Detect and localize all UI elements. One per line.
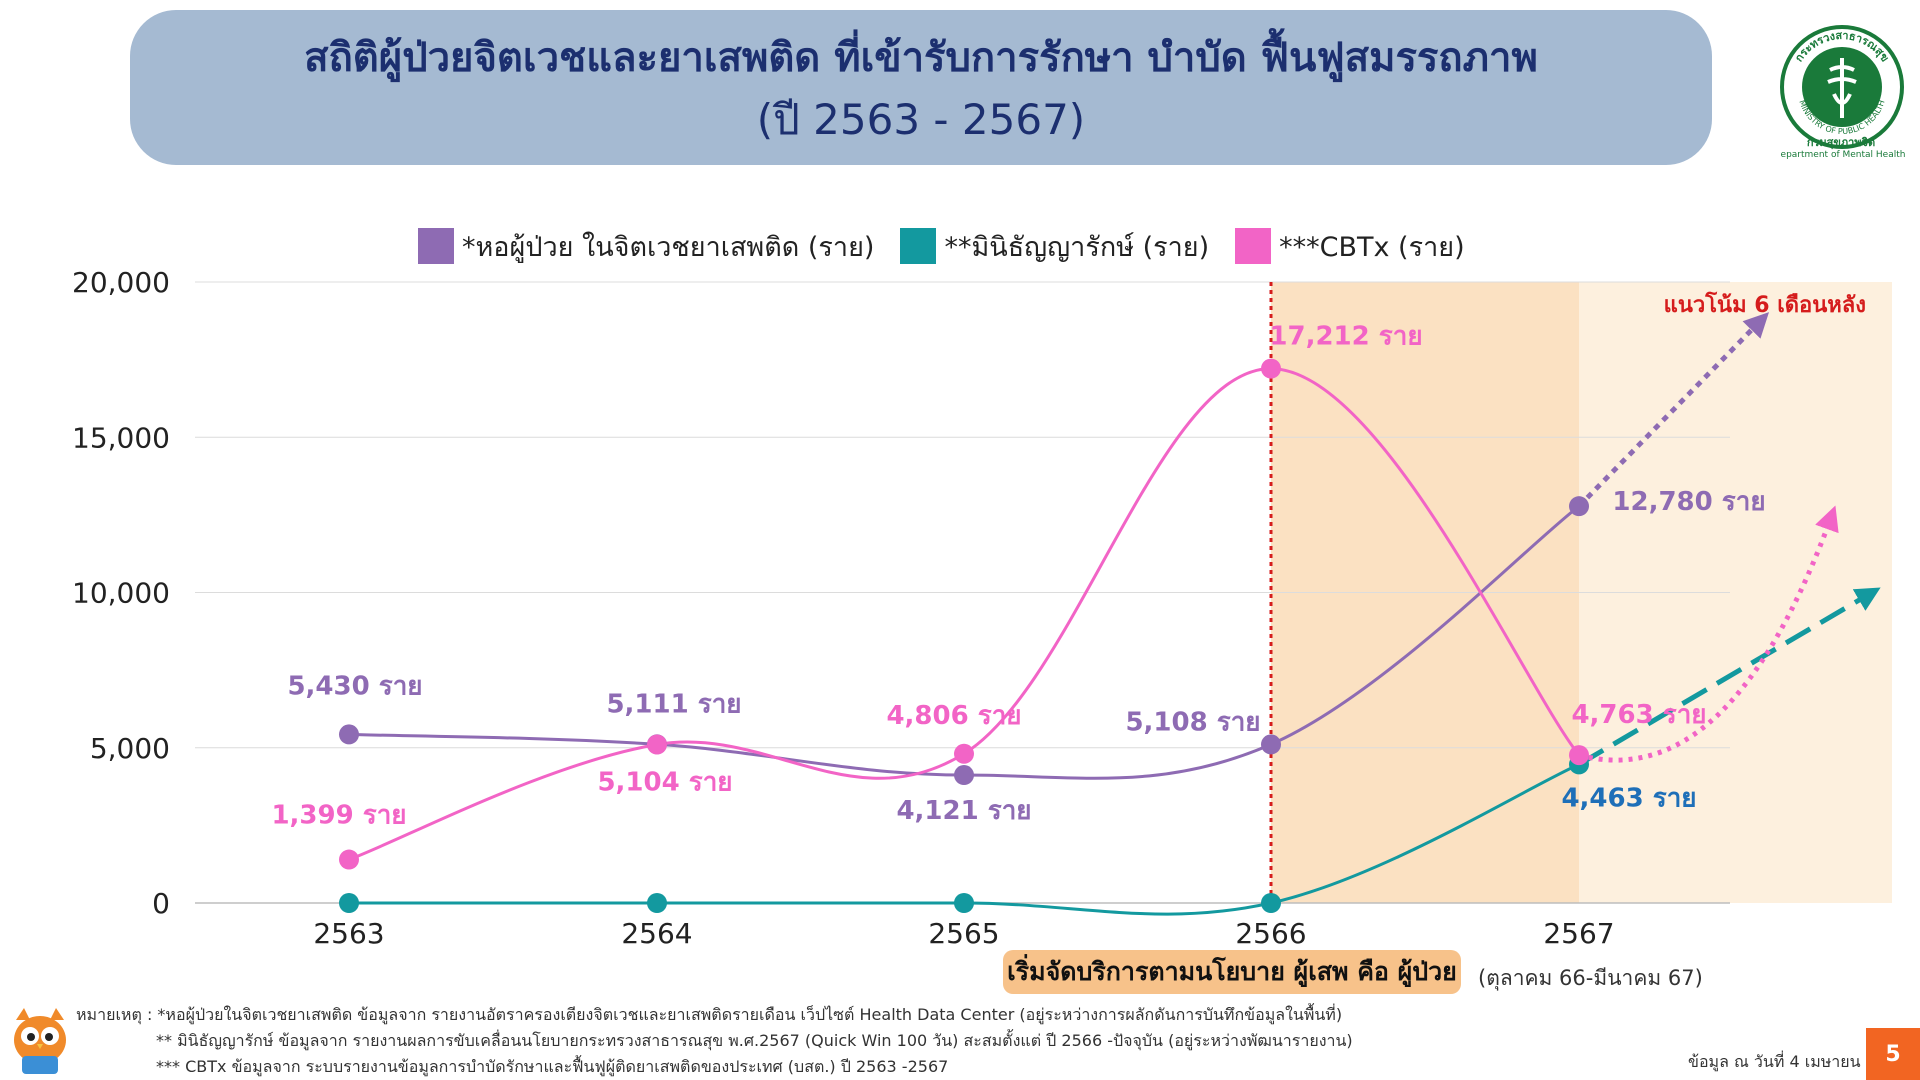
data-label-cbtx: 4,763 ราย xyxy=(1571,700,1706,730)
data-point-mini xyxy=(339,893,359,913)
data-point-mini xyxy=(647,893,667,913)
x-tick-label: 2564 xyxy=(621,917,692,950)
owl-mascot-icon xyxy=(14,1008,66,1074)
footnote-2: ** มินิธัญญารักษ์ ข้อมูลจาก รายงานผลการข… xyxy=(156,1031,1353,1050)
footnotes: หมายเหตุ : *หอผู้ป่วยในจิตเวชยาเสพติด ข้… xyxy=(76,1002,1353,1080)
data-label-cbtx: 1,399 ราย xyxy=(271,801,406,831)
page-subtitle: (ปี 2563 - 2567) xyxy=(756,94,1086,144)
legend-swatch-teal xyxy=(900,228,937,264)
data-date: ข้อมูล ณ วันที่ 4 เมษายน xyxy=(1688,1052,1861,1071)
legend-item-ward: *หอผู้ป่วย ในจิตเวชยาเสพติด (ราย) xyxy=(418,225,874,268)
y-tick-label: 15,000 xyxy=(72,421,170,454)
data-label-ward: 5,111 ราย xyxy=(606,689,741,719)
ministry-logo: กระทรวงสาธารณสุข MINISTRY OF PUBLIC HEAL… xyxy=(1780,25,1904,149)
page-title: สถิติผู้ป่วยจิตเวชและยาเสพติด ที่เข้ารับ… xyxy=(304,34,1538,81)
legend-label-ward: *หอผู้ป่วย ในจิตเวชยาเสพติด (ราย) xyxy=(462,231,875,263)
policy-period: (ตุลาคม 66-มีนาคม 67) xyxy=(1478,966,1703,990)
footnote-1: หมายเหตุ : *หอผู้ป่วยในจิตเวชยาเสพติด ข้… xyxy=(76,1005,1343,1024)
data-point-cbtx xyxy=(954,743,974,764)
data-label-cbtx: 5,104 ราย xyxy=(597,768,732,798)
trend-label: แนวโน้ม 6 เดือนหลัง xyxy=(1664,291,1866,318)
data-label-ward: 4,121 ราย xyxy=(896,796,1031,826)
logo-caption-en: epartment of Mental Health xyxy=(1780,150,1906,160)
data-point-ward xyxy=(339,724,359,745)
legend-swatch-pink xyxy=(1235,228,1272,264)
data-point-cbtx xyxy=(1261,358,1281,379)
trend-arrow-ward xyxy=(1577,312,1769,508)
legend-item-mini: **มินิธัญญารักษ์ (ราย) xyxy=(900,225,1209,268)
data-point-cbtx xyxy=(1569,745,1589,766)
y-tick-label: 0 xyxy=(152,887,170,920)
trend-arrow-cbtx xyxy=(1578,505,1839,763)
legend-item-cbtx: ***CBTx (ราย) xyxy=(1235,225,1465,268)
x-tick-label: 2567 xyxy=(1543,917,1614,950)
x-tick-label: 2563 xyxy=(313,917,384,950)
y-tick-label: 20,000 xyxy=(72,266,170,299)
legend-label-mini: **มินิธัญญารักษ์ (ราย) xyxy=(944,231,1210,263)
data-point-ward xyxy=(1261,734,1281,755)
y-tick-label: 10,000 xyxy=(72,577,170,610)
data-label-cbtx: 17,212 ราย xyxy=(1269,322,1422,352)
x-tick-label: 2565 xyxy=(928,917,999,950)
data-point-ward xyxy=(1569,496,1589,517)
data-point-mini xyxy=(1261,893,1281,913)
line-chart: 0 5,000 10,000 15,000 20,000 2563 2564 2565 2566… xyxy=(72,266,1892,950)
logo-caption-th: กรมสุขภาพจิต xyxy=(1806,136,1876,149)
title-banner: สถิติผู้ป่วยจิตเวชและยาเสพติด ที่เข้ารับ… xyxy=(130,10,1712,165)
data-point-cbtx xyxy=(339,849,359,870)
trend-arrow-mini xyxy=(1577,587,1881,767)
data-label-ward: 5,430 ราย xyxy=(287,671,422,701)
data-point-mini xyxy=(954,893,974,913)
policy-badge: เริ่มจัดบริการตามนโยบาย ผู้เสพ คือ ผู้ป่… xyxy=(1003,950,1461,994)
caduceus-icon xyxy=(1827,58,1857,118)
data-label-cbtx: 4,806 ราย xyxy=(886,701,1021,731)
legend-swatch-purple xyxy=(418,228,454,264)
footnote-3: *** CBTx ข้อมูลจาก ระบบรายงานข้อมูลการบำ… xyxy=(156,1057,949,1076)
data-label-ward: 12,780 ราย xyxy=(1612,487,1765,517)
series-line-cbtx xyxy=(348,367,1581,861)
x-tick-label: 2566 xyxy=(1235,917,1306,950)
y-tick-label: 5,000 xyxy=(90,732,170,765)
legend-label-cbtx: ***CBTx (ราย) xyxy=(1279,231,1465,263)
page-number: 5 xyxy=(1866,1028,1920,1080)
data-label-ward: 5,108 ราย xyxy=(1125,707,1260,737)
data-point-cbtx xyxy=(647,734,667,755)
data-point-ward xyxy=(954,765,974,786)
data-label-mini: 4,463 ราย xyxy=(1561,783,1696,813)
chart-legend: *หอผู้ป่วย ในจิตเวชยาเสพติด (ราย) **มินิ… xyxy=(418,226,1491,266)
